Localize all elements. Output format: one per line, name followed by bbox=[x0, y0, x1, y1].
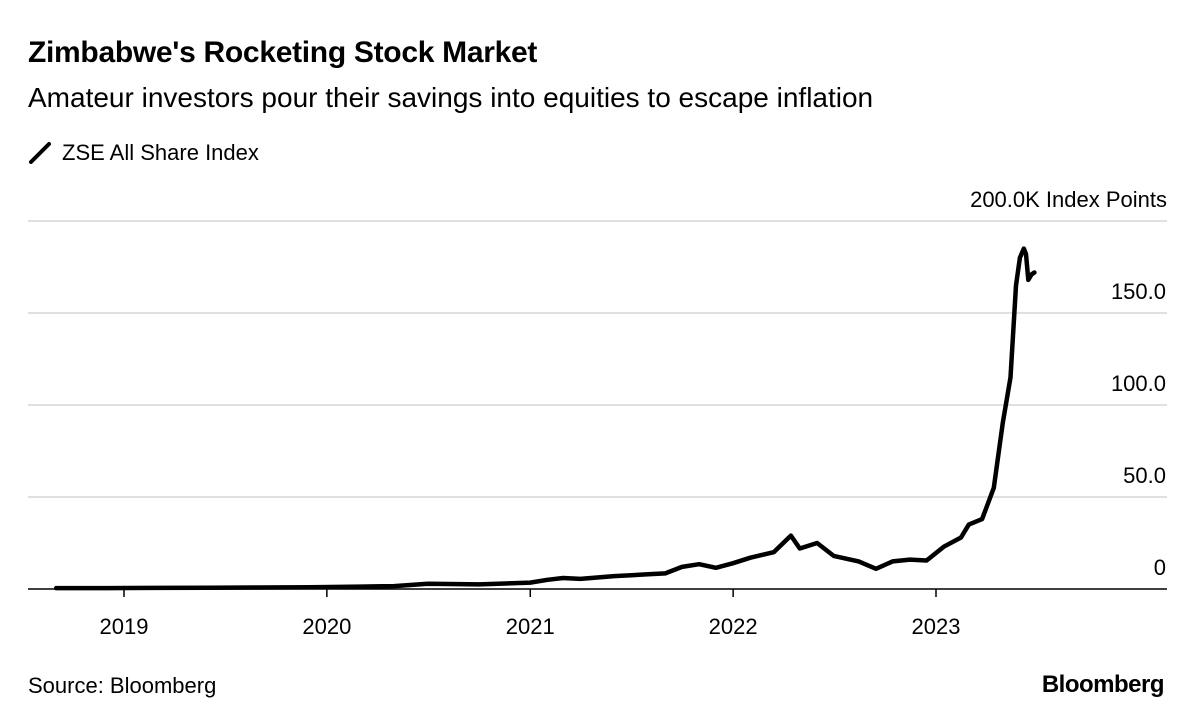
legend-label: ZSE All Share Index bbox=[62, 140, 259, 165]
y-tick-label: 50.0 bbox=[1123, 463, 1166, 488]
chart-subtitle: Amateur investors pour their savings int… bbox=[28, 82, 874, 113]
y-tick-label: 100.0 bbox=[1111, 371, 1166, 396]
line-chart: 200.0K Index Points 0 50.0 100.0 150.0 2019 20… bbox=[28, 187, 1167, 639]
source-note: Source: Bloomberg bbox=[28, 673, 217, 698]
series-line bbox=[53, 246, 1037, 591]
chart-title: Zimbabwe's Rocketing Stock Market bbox=[28, 36, 538, 69]
legend: ZSE All Share Index bbox=[28, 138, 259, 168]
legend-swatch-icon bbox=[29, 142, 51, 164]
x-tick-label: 2021 bbox=[506, 614, 555, 639]
x-tick-label: 2020 bbox=[302, 614, 351, 639]
y-tick-label: 150.0 bbox=[1111, 279, 1166, 304]
x-tick-label: 2023 bbox=[912, 614, 961, 639]
x-tick-label: 2019 bbox=[100, 614, 149, 639]
y-tick-label: 0 bbox=[1154, 555, 1166, 580]
x-tick-label: 2022 bbox=[709, 614, 758, 639]
bloomberg-logo: Bloomberg bbox=[1041, 671, 1165, 698]
y-axis-unit-label: 200.0K Index Points bbox=[970, 187, 1167, 212]
